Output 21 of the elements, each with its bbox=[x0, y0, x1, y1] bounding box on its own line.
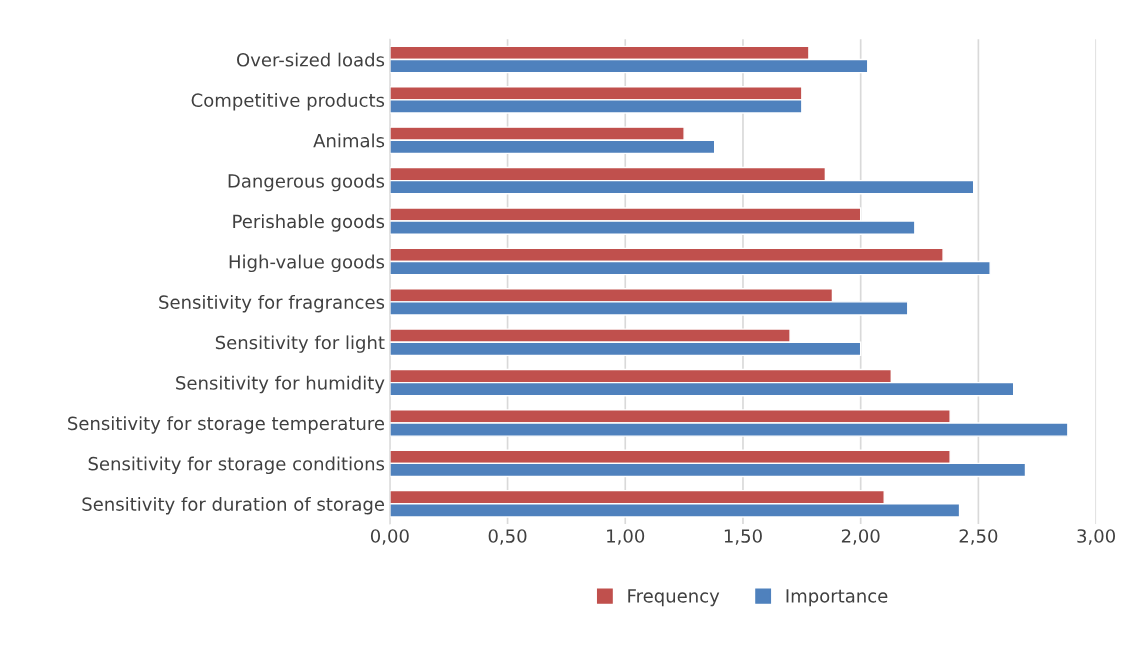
y-tick-label: Sensitivity for light bbox=[215, 335, 385, 353]
x-tick-label: 1,00 bbox=[607, 529, 645, 545]
x-tick-label: 0,00 bbox=[370, 529, 409, 545]
y-tick-label: Animals bbox=[313, 133, 385, 148]
y-tick-label: Sensitivity for humidity bbox=[176, 375, 385, 394]
y-tick-label: Sensitivity for storage temperature bbox=[68, 416, 385, 434]
x-tick-label: 2,50 bbox=[959, 529, 998, 545]
x-tick-label: 1,50 bbox=[724, 529, 762, 545]
y-tick-label: Over-sized loads bbox=[237, 52, 385, 67]
y-tick-label: Sensitivity for duration of storage bbox=[82, 496, 385, 515]
y-tick-label: Dangerous goods bbox=[228, 173, 385, 192]
y-tick-label: Perishable goods bbox=[233, 214, 385, 232]
legend-label: Frequency bbox=[628, 589, 720, 607]
x-tick-label: 3,00 bbox=[1077, 529, 1115, 545]
y-tick-label: High-value goods bbox=[229, 254, 385, 273]
legend-label: Importance bbox=[786, 589, 888, 607]
x-tick-label: 0,50 bbox=[488, 529, 527, 545]
x-tick-label: 2,00 bbox=[841, 529, 880, 545]
y-tick-label: Competitive products bbox=[191, 93, 385, 111]
y-tick-label: Sensitivity for fragrances bbox=[159, 294, 385, 313]
y-tick-label: Sensitivity for storage conditions bbox=[88, 456, 385, 475]
